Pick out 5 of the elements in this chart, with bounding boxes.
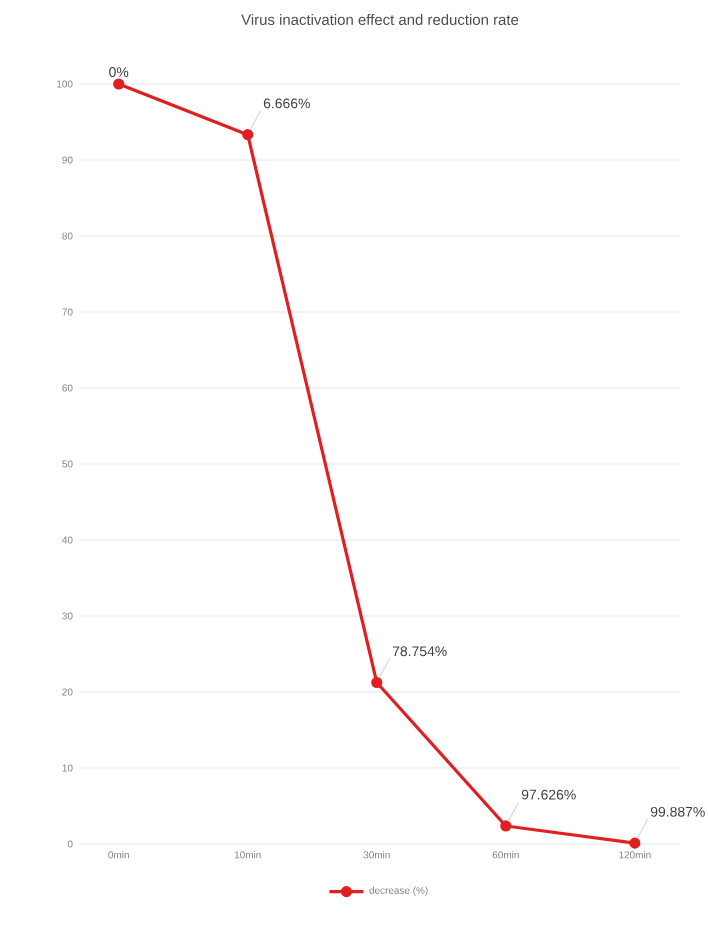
point xyxy=(113,78,125,90)
point xyxy=(500,820,512,832)
point xyxy=(371,676,383,689)
point xyxy=(629,837,641,849)
point xyxy=(242,129,254,141)
